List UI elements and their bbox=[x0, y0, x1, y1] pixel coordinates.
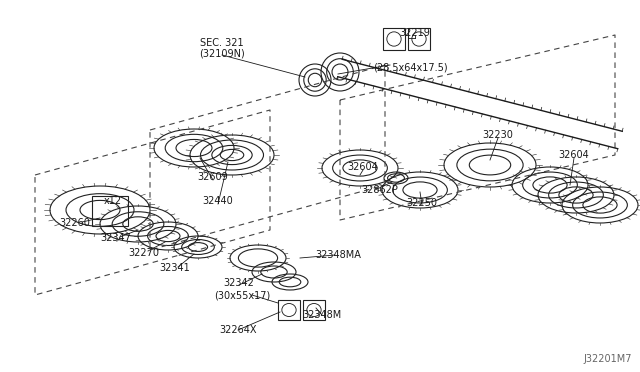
Text: 32609: 32609 bbox=[198, 172, 228, 182]
Text: 32347: 32347 bbox=[100, 233, 131, 243]
Text: 32440: 32440 bbox=[203, 196, 234, 206]
Text: 32230: 32230 bbox=[483, 130, 513, 140]
Bar bbox=[278, 300, 300, 320]
Text: (28.5x64x17.5): (28.5x64x17.5) bbox=[372, 62, 447, 72]
Text: (32109N): (32109N) bbox=[199, 48, 245, 58]
Text: 32348MA: 32348MA bbox=[315, 250, 361, 260]
Text: x12: x12 bbox=[104, 196, 122, 206]
Text: 32342: 32342 bbox=[223, 278, 255, 288]
Text: 32260: 32260 bbox=[60, 218, 90, 228]
Text: 32604: 32604 bbox=[348, 162, 378, 172]
Text: 32270: 32270 bbox=[129, 248, 159, 258]
Text: 32862P: 32862P bbox=[362, 185, 399, 195]
Text: 32341: 32341 bbox=[159, 263, 190, 273]
Text: (30x55x17): (30x55x17) bbox=[214, 290, 270, 300]
Text: 32604: 32604 bbox=[559, 150, 589, 160]
Text: 32219: 32219 bbox=[399, 28, 431, 38]
Text: J32201M7: J32201M7 bbox=[584, 354, 632, 364]
Bar bbox=[408, 28, 430, 50]
Bar bbox=[92, 196, 128, 226]
Bar bbox=[303, 300, 325, 320]
Text: 32250: 32250 bbox=[406, 198, 438, 208]
Text: 32348M: 32348M bbox=[302, 310, 342, 320]
Text: 32264X: 32264X bbox=[220, 325, 257, 335]
Bar bbox=[383, 28, 405, 50]
Text: SEC. 321: SEC. 321 bbox=[200, 38, 244, 48]
